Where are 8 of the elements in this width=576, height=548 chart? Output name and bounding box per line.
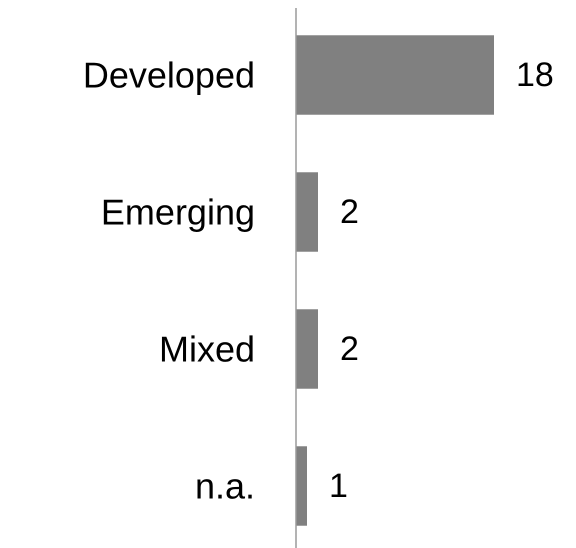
y-tick-label: Developed — [82, 54, 255, 96]
data-label: 2 — [340, 330, 359, 368]
data-label: 1 — [329, 467, 348, 505]
y-tick-label: Mixed — [158, 328, 255, 370]
y-tick-label: n.a. — [194, 466, 255, 506]
data-label: 18 — [516, 56, 554, 94]
data-label: 2 — [340, 193, 359, 231]
y-tick-label: Emerging — [100, 192, 255, 232]
